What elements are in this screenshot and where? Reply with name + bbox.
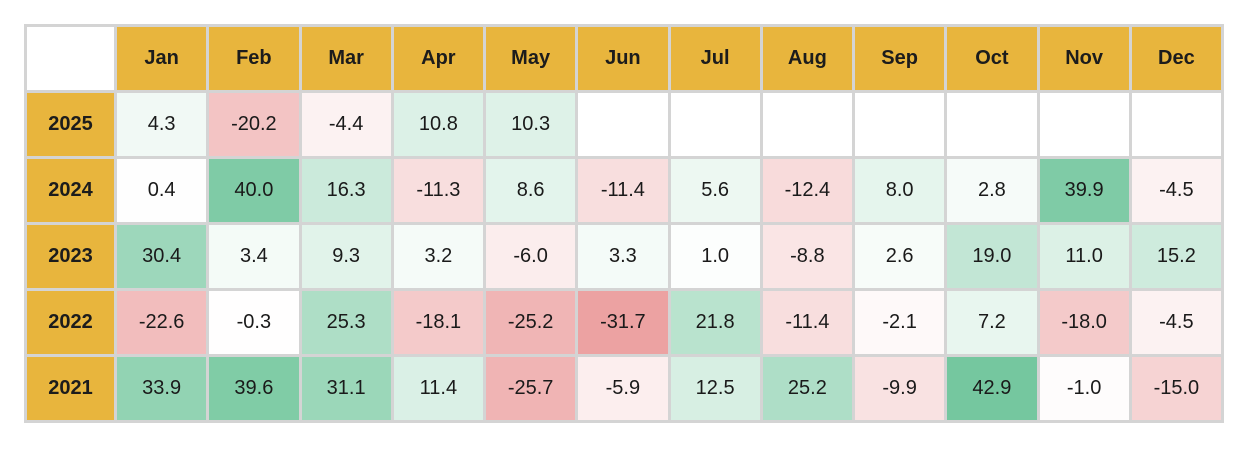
heatmap-table: Jan Feb Mar Apr May Jun Jul Aug Sep Oct Nov Dec 202… [24,24,1224,423]
value-cell-2021-jul: 12.5 [670,357,760,420]
value-cell-2024-oct: 2.8 [947,159,1037,222]
value-cell-2024-dec: -4.5 [1131,159,1221,222]
value-cell-2025-oct [947,93,1037,156]
month-header-jul: Jul [670,27,760,90]
month-header-may: May [486,27,576,90]
value-cell-2024-jan: 0.4 [117,159,207,222]
month-header-oct: Oct [947,27,1037,90]
value-cell-2023-may: -6.0 [486,225,576,288]
value-cell-2022-feb: -0.3 [209,291,299,354]
month-header-mar: Mar [301,27,391,90]
value-cell-2022-jun: -31.7 [578,291,668,354]
value-cell-2021-sep: -9.9 [855,357,945,420]
value-cell-2024-nov: 39.9 [1039,159,1129,222]
month-header-dec: Dec [1131,27,1221,90]
year-label-2024: 2024 [27,159,114,222]
value-cell-2022-may: -25.2 [486,291,576,354]
year-row-2021: 2021 33.9 39.6 31.1 11.4 -25.7 -5.9 12.5 25.2 -9.… [27,357,1221,420]
value-cell-2021-mar: 31.1 [301,357,391,420]
year-label-2022: 2022 [27,291,114,354]
year-row-2022: 2022 -22.6 -0.3 25.3 -18.1 -25.2 -31.7 21.8 -11.… [27,291,1221,354]
year-label-2023: 2023 [27,225,114,288]
value-cell-2024-sep: 8.0 [855,159,945,222]
value-cell-2023-oct: 19.0 [947,225,1037,288]
value-cell-2023-mar: 9.3 [301,225,391,288]
value-cell-2024-aug: -12.4 [762,159,852,222]
value-cell-2022-jul: 21.8 [670,291,760,354]
value-cell-2023-dec: 15.2 [1131,225,1221,288]
value-cell-2023-jun: 3.3 [578,225,668,288]
value-cell-2021-oct: 42.9 [947,357,1037,420]
value-cell-2021-nov: -1.0 [1039,357,1129,420]
header-row: Jan Feb Mar Apr May Jun Jul Aug Sep Oct Nov Dec [27,27,1221,90]
value-cell-2025-jan: 4.3 [117,93,207,156]
value-cell-2021-feb: 39.6 [209,357,299,420]
value-cell-2025-feb: -20.2 [209,93,299,156]
value-cell-2022-apr: -18.1 [393,291,483,354]
month-header-aug: Aug [762,27,852,90]
value-cell-2023-apr: 3.2 [393,225,483,288]
value-cell-2022-dec: -4.5 [1131,291,1221,354]
value-cell-2022-aug: -11.4 [762,291,852,354]
value-cell-2023-sep: 2.6 [855,225,945,288]
value-cell-2025-jun [578,93,668,156]
value-cell-2021-aug: 25.2 [762,357,852,420]
value-cell-2025-may: 10.3 [486,93,576,156]
year-row-2025: 2025 4.3 -20.2 -4.4 10.8 10.3 [27,93,1221,156]
value-cell-2025-dec [1131,93,1221,156]
value-cell-2023-nov: 11.0 [1039,225,1129,288]
value-cell-2024-feb: 40.0 [209,159,299,222]
value-cell-2025-jul [670,93,760,156]
value-cell-2021-apr: 11.4 [393,357,483,420]
year-label-2021: 2021 [27,357,114,420]
value-cell-2025-nov [1039,93,1129,156]
value-cell-2025-mar: -4.4 [301,93,391,156]
month-header-nov: Nov [1039,27,1129,90]
value-cell-2023-aug: -8.8 [762,225,852,288]
value-cell-2021-jun: -5.9 [578,357,668,420]
value-cell-2021-dec: -15.0 [1131,357,1221,420]
heatmap-body: 2025 4.3 -20.2 -4.4 10.8 10.3 2024 0.4 40.0 16.3-… [27,93,1221,420]
value-cell-2021-may: -25.7 [486,357,576,420]
value-cell-2023-jul: 1.0 [670,225,760,288]
value-cell-2023-feb: 3.4 [209,225,299,288]
year-row-2024: 2024 0.4 40.0 16.3 -11.3 8.6 -11.4 5.6 -12.4 8.0 2… [27,159,1221,222]
value-cell-2024-jun: -11.4 [578,159,668,222]
value-cell-2023-jan: 30.4 [117,225,207,288]
returns-heatmap: Jan Feb Mar Apr May Jun Jul Aug Sep Oct Nov Dec 202… [24,24,1224,423]
value-cell-2022-sep: -2.1 [855,291,945,354]
value-cell-2025-sep [855,93,945,156]
value-cell-2024-mar: 16.3 [301,159,391,222]
value-cell-2022-mar: 25.3 [301,291,391,354]
value-cell-2022-oct: 7.2 [947,291,1037,354]
corner-cell [27,27,114,90]
value-cell-2022-jan: -22.6 [117,291,207,354]
month-header-feb: Feb [209,27,299,90]
value-cell-2024-apr: -11.3 [393,159,483,222]
value-cell-2022-nov: -18.0 [1039,291,1129,354]
month-header-apr: Apr [393,27,483,90]
value-cell-2021-jan: 33.9 [117,357,207,420]
value-cell-2025-apr: 10.8 [393,93,483,156]
value-cell-2024-jul: 5.6 [670,159,760,222]
year-row-2023: 2023 30.4 3.4 9.3 3.2 -6.0 3.3 1.0 -8.8 2.6 19.0 11… [27,225,1221,288]
year-label-2025: 2025 [27,93,114,156]
value-cell-2025-aug [762,93,852,156]
month-header-sep: Sep [855,27,945,90]
month-header-jun: Jun [578,27,668,90]
month-header-jan: Jan [117,27,207,90]
value-cell-2024-may: 8.6 [486,159,576,222]
